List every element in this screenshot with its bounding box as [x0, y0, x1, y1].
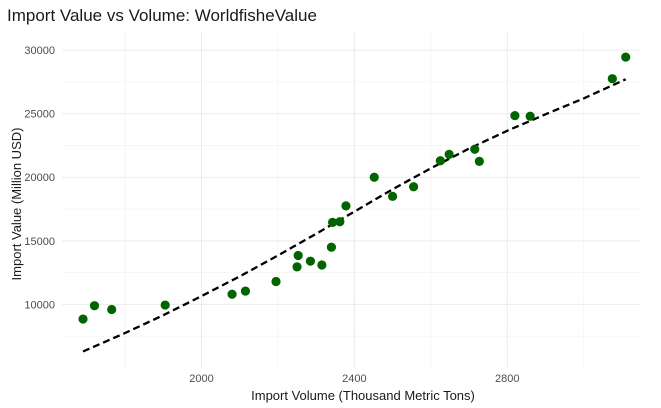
- data-point: [525, 111, 535, 121]
- data-point: [510, 110, 520, 121]
- y-tick-label: 30000: [24, 45, 55, 57]
- data-point: [271, 276, 281, 287]
- x-axis-label: Import Volume (Thousand Metric Tons): [251, 388, 475, 403]
- data-point: [474, 156, 484, 166]
- data-point: [107, 304, 117, 315]
- data-point: [369, 172, 379, 182]
- data-point: [607, 74, 617, 84]
- y-tick-label: 10000: [24, 299, 55, 311]
- data-point: [327, 217, 338, 227]
- y-tick-label: 15000: [24, 236, 55, 248]
- data-point: [293, 250, 303, 261]
- data-point: [326, 242, 337, 252]
- data-point: [160, 300, 170, 310]
- data-points: [78, 52, 631, 324]
- y-axis-label: Import Value (Million USD): [9, 128, 24, 281]
- data-point: [292, 262, 302, 272]
- data-point: [435, 156, 445, 166]
- y-tick-label: 25000: [24, 109, 55, 121]
- data-point: [305, 256, 316, 266]
- x-tick-label: 2800: [495, 373, 519, 385]
- x-tick-labels: 2000 2400 2800: [189, 373, 519, 385]
- x-tick-label: 2400: [342, 373, 366, 385]
- y-tick-labels: 10000 15000 20000 25000 30000: [24, 45, 55, 311]
- data-point: [341, 201, 351, 211]
- data-point: [335, 217, 345, 227]
- chart-title: Import Value vs Volume: WorldfisheValue: [7, 6, 317, 25]
- minor-gridlines: [62, 31, 641, 368]
- data-point: [317, 260, 327, 270]
- data-point: [240, 286, 251, 296]
- data-point: [621, 52, 631, 62]
- x-tick-label: 2000: [189, 373, 213, 385]
- data-point: [387, 191, 398, 201]
- data-point: [470, 144, 480, 154]
- data-point: [409, 182, 419, 192]
- data-point: [78, 314, 88, 324]
- data-point: [227, 289, 237, 299]
- data-point: [89, 301, 100, 311]
- data-point: [444, 149, 454, 159]
- major-gridlines: [62, 31, 641, 368]
- y-tick-label: 20000: [24, 172, 55, 184]
